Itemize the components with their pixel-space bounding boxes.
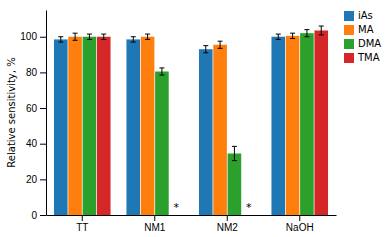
annotation: *: [173, 201, 179, 214]
x-tick: NaOH: [286, 215, 314, 233]
error-bar: [203, 46, 208, 53]
plot: 020406080100TTNM1NM2NaOH**: [20, 11, 336, 234]
error-bar: [304, 30, 309, 37]
y-tick-label: 40: [26, 138, 38, 149]
series: [68, 33, 299, 215]
bar: [68, 37, 82, 215]
error-bar: [145, 34, 150, 39]
error-bar: [87, 34, 92, 39]
legend-label: DMA: [358, 38, 381, 49]
legend-swatch: [344, 25, 354, 35]
bar: [169, 215, 183, 216]
x-tick-label: NM1: [144, 222, 166, 233]
x-tick-label: NM2: [217, 222, 239, 233]
legend-label: MA: [358, 24, 374, 35]
bar: [286, 36, 300, 215]
marks: [54, 26, 328, 215]
bar: [228, 154, 242, 216]
y-tick-mark: [40, 72, 46, 73]
bar: [199, 49, 213, 215]
chart: 020406080100TTNM1NM2NaOH**Relative sensi…: [0, 0, 392, 237]
legend-swatch: [344, 53, 354, 63]
bar: [300, 33, 314, 215]
error-bar: [276, 34, 281, 39]
x-tick: TT: [76, 215, 88, 233]
y-tick-label: 0: [31, 210, 37, 221]
annotations: **: [173, 201, 252, 214]
x-tick: NM2: [217, 215, 239, 233]
legend: iAs MA DMA TMA: [344, 10, 381, 63]
x-axis: TT NM1 NM2 NaOH: [47, 215, 337, 233]
y-tick: 100: [20, 31, 46, 42]
y-axis: 0 20 40 60 80 100: [20, 11, 46, 221]
x-tick: NM1: [144, 215, 166, 233]
x-axis-line: [47, 215, 337, 216]
legend-swatch: [344, 11, 354, 21]
legend-label: TMA: [357, 52, 380, 63]
legend-item: DMA: [344, 38, 381, 49]
y-tick-label: 20: [26, 174, 38, 185]
error-bar: [101, 34, 106, 39]
y-tick: 20: [26, 174, 46, 185]
x-tick-mark: [154, 215, 155, 221]
error-bar: [290, 33, 295, 38]
bar: [242, 215, 256, 216]
y-tick-label: 60: [26, 103, 38, 114]
y-tick: 40: [26, 138, 46, 149]
error-bar: [159, 68, 164, 75]
series: [54, 34, 285, 215]
error-bar: [319, 26, 324, 35]
error-bar: [58, 37, 63, 42]
bar: [126, 39, 140, 215]
y-tick-label: 80: [26, 67, 38, 78]
y-tick-mark: [40, 37, 46, 38]
y-tick-mark: [40, 179, 46, 180]
y-tick-mark: [40, 215, 46, 216]
legend-item: iAs: [344, 10, 373, 21]
legend-label: iAs: [358, 10, 373, 21]
bar: [271, 37, 285, 215]
error-bar: [218, 41, 223, 48]
x-tick-label: TT: [76, 222, 88, 233]
error-bar: [232, 146, 237, 160]
error-bar: [73, 33, 78, 40]
bar: [213, 45, 227, 215]
x-tick-label: NaOH: [286, 222, 314, 233]
y-tick-label: 100: [20, 31, 37, 42]
bar: [155, 72, 169, 216]
x-tick-mark: [227, 215, 228, 221]
bar: [97, 37, 111, 215]
y-tick-mark: [40, 108, 46, 109]
bar: [141, 37, 155, 215]
series: [97, 26, 328, 215]
y-axis-title: Relative sensitivity, %: [6, 57, 17, 167]
x-tick-mark: [82, 215, 83, 221]
y-tick: 0: [31, 210, 46, 221]
legend-item: MA: [344, 24, 374, 35]
bar: [83, 37, 97, 215]
series: [83, 30, 314, 215]
legend-swatch: [344, 39, 354, 49]
y-axis-line: [46, 11, 47, 216]
error-bar: [131, 37, 136, 42]
bar: [54, 39, 68, 215]
legend-item: TMA: [344, 52, 380, 63]
y-tick: 80: [26, 67, 46, 78]
x-tick-mark: [299, 215, 300, 221]
annotation: *: [246, 201, 252, 214]
bar: [314, 31, 328, 216]
y-tick: 60: [26, 103, 46, 114]
y-tick-mark: [40, 144, 46, 145]
